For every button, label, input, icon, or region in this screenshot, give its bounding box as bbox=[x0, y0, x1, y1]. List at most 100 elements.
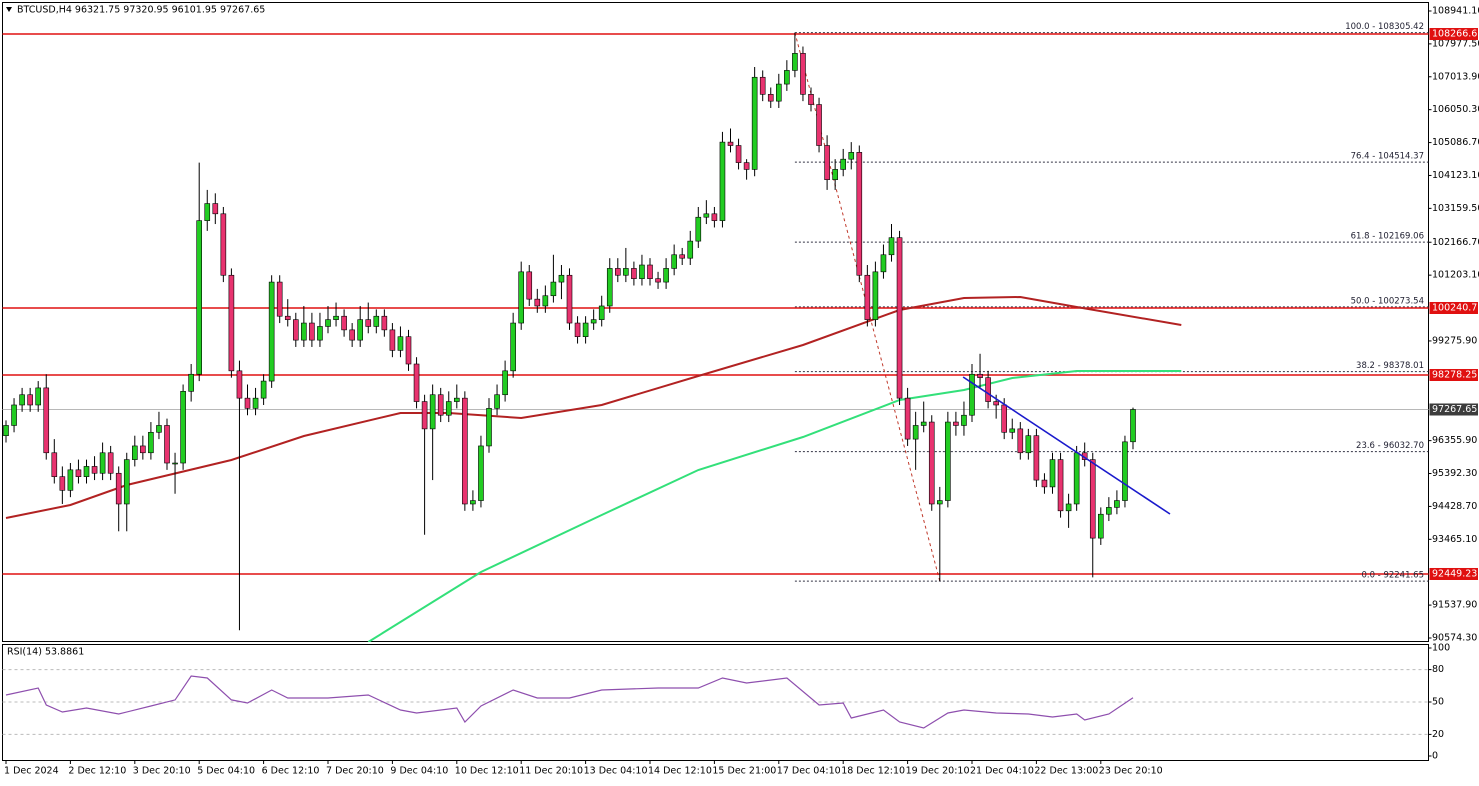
candle-body bbox=[832, 169, 838, 180]
candle-body bbox=[800, 53, 806, 95]
rsi-title: RSI(14) 53.8861 bbox=[7, 647, 84, 658]
candle-body bbox=[888, 237, 895, 256]
candle-body bbox=[647, 264, 653, 279]
fib-label: 38.2 - 98378.01 bbox=[1356, 361, 1424, 371]
hline-tag: 108266.66 bbox=[1432, 29, 1479, 40]
y-tick-label: 90574.30 bbox=[1432, 632, 1477, 643]
candle-body bbox=[856, 152, 863, 276]
hline-tag-bg bbox=[1429, 368, 1478, 381]
candle-body bbox=[1033, 435, 1040, 481]
candle-body bbox=[494, 394, 500, 409]
candle-body bbox=[880, 254, 887, 273]
candle-body bbox=[35, 387, 42, 406]
candle-body bbox=[317, 326, 323, 341]
candle-body bbox=[115, 472, 122, 505]
hline-tag: 100240.78 bbox=[1432, 302, 1479, 313]
hline-tag-bg bbox=[1429, 28, 1478, 41]
candle-body bbox=[631, 268, 637, 279]
candle-body bbox=[663, 268, 669, 283]
rsi-tick-label: 100 bbox=[1432, 643, 1450, 654]
candle-body bbox=[542, 295, 549, 307]
candle-body bbox=[381, 315, 388, 331]
x-tick-label: 6 Dec 12:10 bbox=[262, 766, 320, 777]
fib-label: 0.0 - 92241.65 bbox=[1361, 571, 1424, 581]
candle-body bbox=[719, 141, 726, 221]
candle-body bbox=[574, 322, 581, 338]
candle-body bbox=[220, 213, 227, 276]
hline-tag: 98278.25 bbox=[1432, 369, 1477, 380]
candle-body bbox=[107, 452, 114, 474]
candle-body bbox=[896, 237, 903, 399]
candle-body bbox=[816, 104, 822, 146]
candle-body bbox=[268, 281, 275, 382]
candle-body bbox=[445, 401, 452, 416]
candle-body bbox=[373, 315, 380, 327]
fib-label: 76.4 - 104514.37 bbox=[1351, 152, 1424, 162]
candle-body bbox=[655, 278, 661, 283]
candle-body bbox=[11, 404, 17, 426]
y-tick-label: 101203.10 bbox=[1432, 270, 1479, 281]
candle-body bbox=[1017, 428, 1024, 454]
rsi-tick-label: 50 bbox=[1432, 697, 1444, 708]
y-tick-label: 93465.10 bbox=[1432, 534, 1477, 545]
candle-body bbox=[526, 271, 533, 300]
candle-body bbox=[606, 268, 613, 307]
candle-body bbox=[936, 500, 943, 505]
candle-body bbox=[462, 397, 468, 505]
candle-body bbox=[993, 401, 999, 406]
candle-body bbox=[502, 370, 508, 396]
candle-body bbox=[453, 397, 460, 402]
candle-body bbox=[341, 315, 347, 331]
y-tick-label: 103159.50 bbox=[1432, 203, 1479, 214]
candle-body bbox=[1106, 507, 1112, 515]
candle-body bbox=[470, 500, 476, 505]
candle-body bbox=[1049, 459, 1056, 488]
candle-body bbox=[808, 94, 814, 105]
candle-body bbox=[333, 315, 339, 320]
rsi-line bbox=[5, 675, 1134, 729]
candle-body bbox=[252, 397, 259, 409]
candle-body bbox=[767, 94, 774, 102]
x-tick-label: 23 Dec 20:10 bbox=[1099, 766, 1163, 777]
candle-body bbox=[824, 145, 830, 180]
candle-body bbox=[75, 469, 82, 477]
candle-body bbox=[349, 329, 355, 341]
candle-body bbox=[751, 76, 758, 170]
candle-body bbox=[132, 445, 138, 460]
candle-body bbox=[99, 452, 106, 474]
candle-body bbox=[518, 271, 525, 324]
y-tick-label: 107977.50 bbox=[1432, 38, 1479, 49]
candle-body bbox=[566, 274, 573, 324]
y-tick-label: 102166.70 bbox=[1432, 237, 1479, 248]
candle-body bbox=[985, 377, 991, 402]
candle-body bbox=[695, 216, 702, 242]
candle-body bbox=[784, 70, 790, 85]
candle-body bbox=[1089, 459, 1096, 539]
candle-body bbox=[309, 322, 315, 341]
candle-body bbox=[276, 281, 283, 317]
x-tick-label: 7 Dec 20:10 bbox=[326, 766, 384, 777]
x-tick-label: 10 Dec 12:10 bbox=[455, 766, 519, 777]
candle-body bbox=[1114, 500, 1120, 508]
x-tick-label: 18 Dec 12:10 bbox=[841, 766, 905, 777]
x-tick-label: 21 Dec 04:10 bbox=[970, 766, 1034, 777]
candle-body bbox=[212, 203, 219, 215]
candle-body bbox=[872, 271, 879, 320]
x-tick-label: 2 Dec 12:10 bbox=[68, 766, 126, 777]
candle-body bbox=[284, 315, 291, 320]
candle-body bbox=[759, 76, 766, 95]
candle-body bbox=[864, 274, 871, 320]
candle-body bbox=[912, 425, 919, 440]
candle-body bbox=[123, 459, 130, 505]
fib-label: 61.8 - 102169.06 bbox=[1351, 232, 1424, 242]
moving-average bbox=[5, 295, 1182, 519]
hline-tag-bg bbox=[1429, 301, 1478, 314]
candle-body bbox=[1065, 503, 1072, 512]
candle-body bbox=[325, 319, 331, 327]
rsi-tick-label: 20 bbox=[1432, 729, 1444, 740]
candle-body bbox=[977, 373, 983, 378]
candle-body bbox=[83, 466, 90, 477]
candle-body bbox=[421, 401, 428, 430]
candle-body bbox=[590, 319, 597, 324]
